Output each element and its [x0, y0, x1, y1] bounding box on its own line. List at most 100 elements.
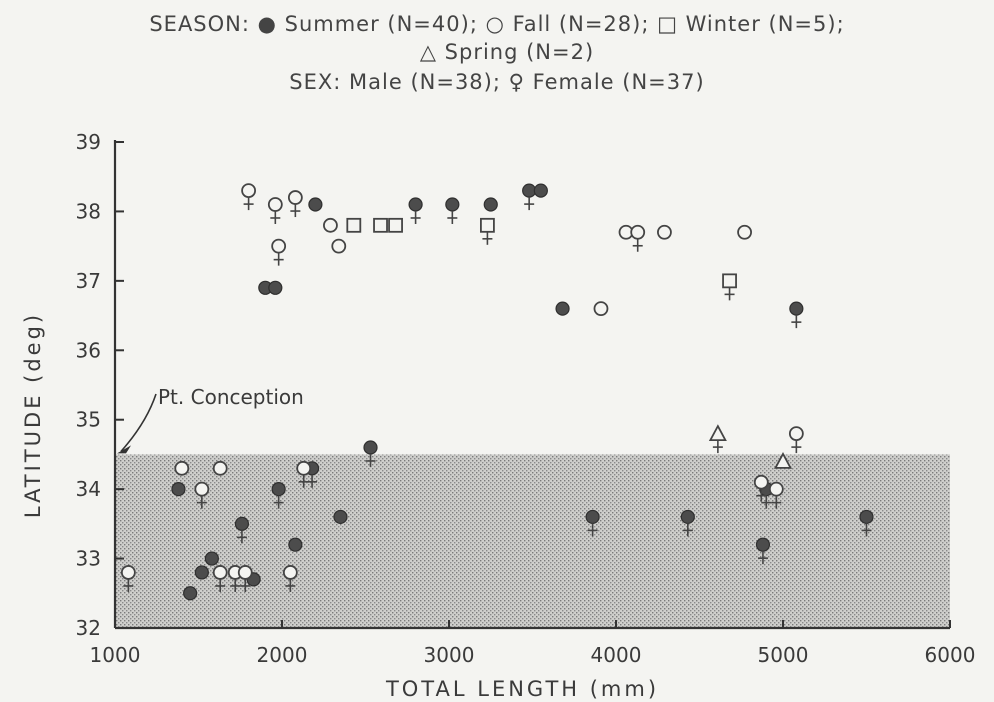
- legend-spring-line: △ Spring (N=2): [419, 40, 595, 64]
- y-axis-title: LATITUDE (deg): [21, 312, 45, 518]
- y-tick-label: 39: [76, 130, 101, 154]
- summer-marker: [288, 537, 303, 552]
- fall-point: [323, 217, 338, 233]
- x-tick-label: 1000: [90, 643, 141, 667]
- summer-marker: [408, 197, 423, 212]
- summer-point: [445, 197, 460, 224]
- fall-marker: [212, 460, 228, 476]
- y-tick-label: 33: [76, 547, 101, 571]
- fall-marker: [267, 197, 283, 212]
- fall-point: [287, 190, 303, 218]
- summer-point: [268, 280, 283, 295]
- x-tick-label: 5000: [758, 643, 809, 667]
- spring-point: [708, 424, 727, 454]
- summer-point: [859, 509, 874, 537]
- summer-point: [288, 537, 303, 552]
- annotation-pt-conception: Pt. Conception: [158, 385, 304, 409]
- summer-point: [755, 537, 771, 565]
- winter-marker: [388, 217, 403, 233]
- fall-marker: [331, 238, 347, 254]
- fall-marker: [753, 474, 769, 490]
- fall-marker: [630, 224, 646, 240]
- fall-marker: [237, 565, 253, 580]
- summer-marker: [204, 551, 219, 566]
- fall-point: [271, 238, 287, 266]
- y-tick-label: 34: [76, 477, 101, 501]
- fall-marker: [282, 565, 298, 580]
- summer-marker: [555, 301, 570, 316]
- summer-point: [271, 482, 286, 509]
- summer-marker: [483, 197, 498, 212]
- summer-marker: [333, 509, 348, 525]
- x-tick-label: 4000: [591, 643, 642, 667]
- summer-point: [680, 509, 695, 537]
- fall-marker: [241, 183, 257, 199]
- shaded-region: [115, 454, 950, 628]
- summer-point: [183, 586, 198, 601]
- y-tick-label: 35: [76, 408, 101, 432]
- annotation-arrow-line: [120, 393, 157, 452]
- x-tick-label: 2000: [257, 643, 308, 667]
- winter-marker: [373, 217, 388, 233]
- annotation-arrow-head: [117, 445, 131, 454]
- spring-marker: [773, 451, 793, 469]
- summer-marker: [789, 301, 804, 316]
- summer-point: [585, 509, 600, 537]
- summer-point: [194, 565, 209, 580]
- summer-point: [533, 183, 548, 198]
- winter-point: [346, 217, 362, 233]
- summer-marker: [522, 183, 537, 198]
- winter-point: [480, 217, 495, 245]
- fall-marker: [323, 217, 338, 233]
- summer-point: [483, 197, 498, 212]
- x-axis-title: TOTAL LENGTH (mm): [385, 677, 659, 701]
- fall-marker: [271, 238, 287, 254]
- summer-point: [204, 551, 219, 566]
- fall-point: [120, 565, 136, 592]
- fall-marker: [287, 190, 303, 205]
- summer-point: [333, 509, 348, 525]
- summer-marker: [755, 537, 771, 552]
- fall-marker: [212, 565, 228, 580]
- summer-marker: [533, 183, 548, 198]
- summer-point: [308, 197, 323, 212]
- fall-marker: [768, 481, 784, 497]
- spring-point: [773, 451, 793, 469]
- fall-point: [174, 460, 190, 476]
- x-tick-label: 3000: [424, 643, 475, 667]
- fall-point: [237, 565, 253, 592]
- legend-sex-line: SEX: Male (N=38); ♀ Female (N=37): [289, 70, 705, 94]
- fall-marker: [657, 224, 672, 240]
- summer-marker: [183, 586, 198, 601]
- winter-marker: [722, 273, 737, 289]
- summer-marker: [680, 509, 695, 525]
- summer-marker: [271, 482, 286, 497]
- fall-marker: [296, 460, 312, 476]
- fall-point: [267, 197, 283, 224]
- fall-marker: [120, 565, 136, 580]
- x-tick-label: 6000: [925, 643, 976, 667]
- summer-marker: [585, 509, 600, 525]
- fall-point: [296, 460, 312, 488]
- spring-marker: [708, 424, 727, 441]
- fall-marker: [593, 301, 609, 317]
- fall-point: [788, 426, 804, 454]
- summer-point: [234, 516, 250, 544]
- fall-marker: [194, 481, 210, 497]
- summer-point: [363, 440, 378, 467]
- winter-point: [388, 217, 403, 233]
- fall-point: [737, 224, 752, 240]
- summer-point: [522, 183, 537, 211]
- fall-marker: [737, 224, 752, 240]
- summer-point: [789, 301, 804, 329]
- summer-marker: [363, 440, 378, 455]
- fall-marker: [174, 460, 190, 476]
- winter-point: [373, 217, 388, 233]
- legend-season-line: SEASON: ● Summer (N=40); ○ Fall (N=28); …: [149, 12, 845, 36]
- summer-point: [555, 301, 570, 316]
- y-axis-title-group: LATITUDE (deg): [21, 312, 45, 518]
- summer-marker: [308, 197, 323, 212]
- fall-point: [753, 474, 769, 502]
- summer-marker: [171, 482, 186, 497]
